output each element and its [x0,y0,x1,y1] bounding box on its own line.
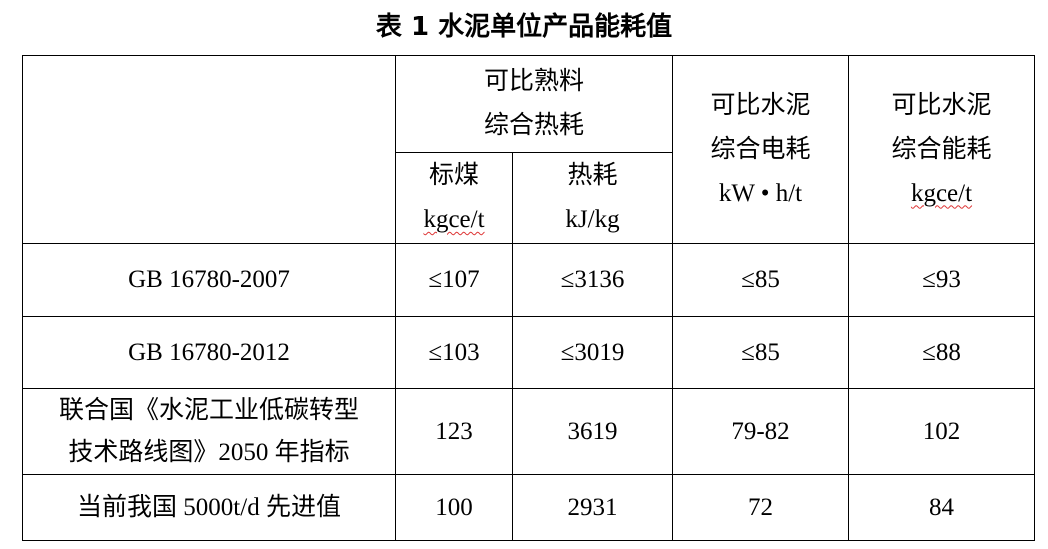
table-cell: 当前我国 5000t/d 先进值 [22,474,396,541]
table-row: GB 16780-2007 ≤107 ≤3136 ≤85 ≤93 [22,243,1035,317]
table-cell: ≤88 [848,316,1035,389]
table-cell: GB 16780-2012 [22,316,396,389]
cell-text: 联合国《水泥工业低碳转型 [58,396,359,424]
header-cell: 热耗 kJ/kg [512,152,673,244]
header-cell: 可比水泥 综合能耗 kgce/t [848,55,1035,244]
header-cell: 可比水泥 综合电耗 kW • h/t [672,55,849,244]
table-cell: ≤107 [395,243,513,317]
table-cell: 84 [848,474,1035,541]
table-cell: ≤103 [395,316,513,389]
table-cell: 79-82 [672,388,849,475]
header-empty [22,55,396,244]
header-unit: kgce/t [910,179,973,207]
table-cell: ≤3136 [512,243,673,317]
table-row: 当前我国 5000t/d 先进值 100 2931 72 84 [22,474,1035,541]
table-cell: GB 16780-2007 [22,243,396,317]
table-cell: 72 [672,474,849,541]
table-cell: ≤93 [848,243,1035,317]
table-row: GB 16780-2012 ≤103 ≤3019 ≤85 ≤88 [22,316,1035,389]
header-text: 可比水泥 [710,91,811,119]
header-text: 综合能耗 [891,135,992,163]
table-cell: 100 [395,474,513,541]
header-text: 综合电耗 [710,135,811,163]
table-cell: 2931 [512,474,673,541]
header-cell: 标煤 kgce/t [395,152,513,244]
energy-table: 可比熟料 综合热耗 可比水泥 综合电耗 kW • h/t 可比水泥 综合能耗 k… [22,55,1035,541]
header-cell: 可比熟料 综合热耗 [395,55,673,153]
cell-text: 技术路线图》2050 年指标 [68,438,350,466]
header-unit: kgce/t [423,206,485,233]
header-unit: kW • h/t [718,179,803,207]
table-cell: ≤3019 [512,316,673,389]
table-cell: 联合国《水泥工业低碳转型 技术路线图》2050 年指标 [22,388,396,475]
table-cell: 102 [848,388,1035,475]
table-body: GB 16780-2007 ≤107 ≤3136 ≤85 ≤93 GB 16780-201… [22,243,1035,541]
table-cell: 3619 [512,388,673,475]
table-row: 联合国《水泥工业低碳转型 技术路线图》2050 年指标 123 3619 79-82 10… [22,388,1035,475]
table-cell: ≤85 [672,243,849,317]
table-cell: ≤85 [672,316,849,389]
header-unit: kJ/kg [565,206,620,233]
header-text: 标煤 [428,162,479,189]
header-text: 可比水泥 [891,91,992,119]
header-text: 热耗 [567,162,618,189]
header-text: 可比熟料 [483,68,584,95]
table-title: 表 1 水泥单位产品能耗值 [375,12,673,42]
header-text: 综合热耗 [483,112,584,139]
table-cell: 123 [395,388,513,475]
